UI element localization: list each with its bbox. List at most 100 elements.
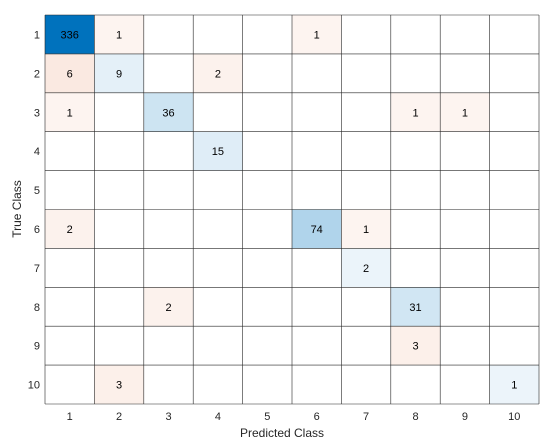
matrix-cell (242, 365, 292, 404)
x-tick-label: 3 (165, 411, 171, 423)
matrix-cell (143, 248, 194, 288)
matrix-cell (94, 92, 144, 132)
x-tick-label: 8 (412, 411, 418, 423)
cell-value-label: 9 (116, 68, 122, 80)
cell-value-label: 31 (409, 302, 421, 314)
matrix-cell (143, 170, 194, 210)
matrix-cell (193, 170, 243, 210)
matrix-cell (390, 248, 441, 288)
matrix-cell (242, 15, 292, 54)
matrix-cell (242, 209, 292, 249)
matrix-cell (143, 92, 194, 132)
cell-value-label: 6 (67, 68, 73, 80)
matrix-cell (94, 15, 144, 54)
cell-value-label: 2 (67, 224, 73, 236)
matrix-cell (45, 365, 95, 404)
matrix-cell (292, 209, 342, 249)
matrix-cell (292, 53, 342, 93)
matrix-cell (341, 92, 391, 132)
matrix-cell (489, 326, 539, 366)
matrix-cell (143, 287, 194, 327)
matrix-cell (390, 131, 441, 171)
matrix-cell (489, 365, 539, 404)
matrix-cell (390, 53, 441, 93)
matrix-cell (45, 131, 95, 171)
matrix-cell (45, 53, 95, 93)
y-tick-label: 4 (34, 146, 40, 158)
cell-value-label: 3 (116, 380, 122, 392)
matrix-cell (242, 287, 292, 327)
y-tick-label: 6 (34, 224, 40, 236)
matrix-cell (45, 248, 95, 288)
matrix-cell (341, 170, 391, 210)
matrix-cell (193, 131, 243, 171)
cell-value-label: 1 (462, 107, 468, 119)
matrix-cell (440, 170, 490, 210)
matrix-cell (94, 53, 144, 93)
y-tick-label: 3 (34, 107, 40, 119)
matrix-cell (193, 326, 243, 366)
matrix-cell (489, 53, 539, 93)
matrix-cell (193, 248, 243, 288)
matrix-cell (440, 326, 490, 366)
matrix-cell (440, 365, 490, 404)
cell-value-label: 2 (363, 263, 369, 275)
cell-value-label: 1 (412, 107, 418, 119)
matrix-cell (292, 170, 342, 210)
matrix-cell (440, 209, 490, 249)
x-tick-label: 6 (314, 411, 320, 423)
matrix-cell (45, 209, 95, 249)
cell-value-label: 2 (215, 68, 221, 80)
matrix-cell (440, 287, 490, 327)
matrix-cell (193, 92, 243, 132)
matrix-cell (292, 92, 342, 132)
matrix-cell (341, 248, 391, 288)
matrix-cell (489, 170, 539, 210)
y-tick-label: 1 (34, 29, 40, 41)
matrix-cell (242, 248, 292, 288)
matrix-cell (440, 15, 490, 54)
matrix-cell (193, 15, 243, 54)
y-tick-label: 9 (34, 341, 40, 353)
matrix-cell (45, 170, 95, 210)
cell-value-label: 36 (162, 107, 174, 119)
matrix-cell (193, 53, 243, 93)
matrix-cell (143, 15, 194, 54)
matrix-cell (292, 326, 342, 366)
matrix-cell (489, 209, 539, 249)
matrix-cell (242, 170, 292, 210)
y-tick-label: 7 (34, 263, 40, 275)
matrix-cell (45, 287, 95, 327)
matrix-cell (489, 15, 539, 54)
matrix-cell (292, 365, 342, 404)
matrix-cell (143, 53, 194, 93)
cell-value-label: 1 (116, 29, 122, 41)
y-tick-labels: 1 2 3 4 5 6 7 8 9 10 (28, 29, 40, 391)
matrix-cell (489, 92, 539, 132)
matrix-cell (489, 248, 539, 288)
matrix-cell (440, 92, 490, 132)
x-tick-label: 10 (508, 411, 520, 423)
cell-value-label: 74 (311, 224, 323, 236)
matrix-cell (341, 326, 391, 366)
cell-value-label: 336 (61, 29, 79, 41)
x-tick-labels: 1 2 3 4 5 6 7 8 9 10 (67, 411, 521, 423)
y-tick-label: 2 (34, 68, 40, 80)
x-axis-label: Predicted Class (240, 426, 324, 440)
matrix-grid (44, 14, 540, 405)
matrix-cell (341, 209, 391, 249)
cell-value-label: 15 (212, 146, 224, 158)
matrix-cell (94, 248, 144, 288)
matrix-cell (94, 131, 144, 171)
matrix-cell (143, 131, 194, 171)
cell-value-label: 3 (412, 341, 418, 353)
matrix-cell (390, 170, 441, 210)
matrix-cell (292, 287, 342, 327)
matrix-cell (341, 131, 391, 171)
cell-value-label: 1 (67, 107, 73, 119)
matrix-cell (242, 326, 292, 366)
y-tick-label: 5 (34, 185, 40, 197)
matrix-cell (390, 326, 441, 366)
x-tick-label: 9 (462, 411, 468, 423)
